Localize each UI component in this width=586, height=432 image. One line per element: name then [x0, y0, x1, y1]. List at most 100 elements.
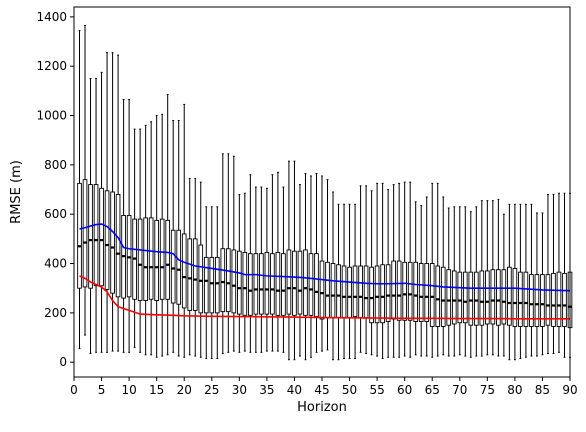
x-tick-label: 80 — [507, 383, 522, 397]
box-iqr — [203, 256, 209, 314]
box-35 — [264, 187, 270, 352]
box-iqr — [126, 214, 132, 298]
y-tick-label: 600 — [44, 207, 67, 221]
box-iqr — [297, 250, 303, 315]
box-18 — [170, 119, 176, 353]
box-iqr — [192, 238, 198, 311]
box-iqr — [385, 264, 391, 322]
box-iqr — [556, 271, 562, 327]
x-tick-label: 55 — [369, 383, 384, 397]
box-iqr — [165, 219, 171, 300]
box-78 — [501, 213, 507, 357]
box-iqr — [352, 265, 358, 318]
y-tick-label: 1400 — [36, 10, 67, 24]
box-37 — [275, 171, 281, 352]
y-tick-label: 1200 — [36, 59, 67, 73]
box-44 — [314, 173, 319, 353]
box-iqr — [479, 270, 485, 326]
x-tick-label: 10 — [121, 383, 136, 397]
box-59 — [396, 182, 402, 358]
box-85 — [540, 212, 545, 356]
box-81 — [518, 203, 523, 359]
box-15 — [154, 115, 159, 358]
x-tick-label: 25 — [204, 383, 219, 397]
box-iqr — [429, 263, 435, 327]
box-71 — [462, 206, 468, 357]
box-iqr — [170, 229, 176, 304]
box-45 — [319, 175, 325, 352]
box-iqr — [451, 270, 457, 325]
box-6 — [104, 52, 110, 353]
box-21 — [187, 177, 193, 356]
box-68 — [446, 207, 452, 357]
box-16 — [159, 113, 165, 357]
box-63 — [418, 205, 424, 357]
box-iqr — [424, 263, 430, 322]
box-74 — [479, 200, 485, 357]
box-iqr — [231, 249, 237, 314]
blue-line-series — [79, 223, 571, 292]
box-iqr — [248, 253, 253, 316]
box-iqr — [275, 251, 281, 316]
box-19 — [176, 119, 182, 357]
box-iqr — [518, 271, 523, 327]
box-iqr — [154, 219, 159, 301]
y-tick-label: 200 — [44, 306, 67, 320]
box-28 — [225, 153, 231, 353]
box-iqr — [341, 265, 347, 319]
box-iqr — [490, 269, 496, 325]
box-iqr — [529, 274, 534, 327]
box-17 — [165, 94, 171, 356]
box-iqr — [319, 260, 325, 320]
box-iqr — [176, 229, 182, 305]
box-56 — [380, 182, 385, 359]
box-79 — [507, 203, 512, 361]
box-86 — [545, 193, 551, 355]
box-1 — [77, 29, 82, 350]
box-iqr — [220, 248, 226, 313]
box-iqr — [418, 263, 424, 322]
box-42 — [303, 173, 308, 361]
box-iqr — [286, 249, 292, 315]
box-iqr — [115, 194, 121, 298]
x-tick-label: 40 — [287, 383, 302, 397]
box-41 — [297, 184, 303, 357]
box-61 — [407, 181, 413, 358]
box-iqr — [104, 190, 110, 290]
box-60 — [402, 181, 407, 357]
box-32 — [248, 174, 253, 353]
x-tick-label: 85 — [535, 383, 550, 397]
box-52 — [358, 185, 363, 353]
box-iqr — [551, 272, 556, 327]
box-iqr — [336, 264, 341, 319]
box-iqr — [237, 250, 242, 315]
box-iqr — [391, 260, 396, 320]
box-72 — [468, 211, 474, 358]
y-tick-label: 0 — [59, 355, 67, 369]
box-iqr — [110, 191, 115, 294]
box-24 — [203, 206, 209, 359]
box-13 — [143, 124, 148, 356]
box-40 — [292, 160, 297, 361]
box-iqr — [496, 269, 501, 326]
box-iqr — [88, 184, 93, 289]
box-iqr — [485, 270, 490, 325]
box-iqr — [358, 265, 363, 319]
box-20 — [181, 103, 187, 358]
box-62 — [413, 201, 419, 356]
box-65 — [429, 182, 435, 358]
box-iqr — [402, 261, 407, 321]
box-39 — [286, 160, 292, 361]
box-10 — [126, 99, 132, 353]
box-iqr — [225, 248, 231, 313]
box-84 — [534, 212, 540, 357]
box-iqr — [501, 269, 507, 325]
box-iqr — [523, 271, 529, 327]
box-iqr — [314, 253, 319, 318]
box-iqr — [540, 274, 545, 327]
box-iqr — [507, 266, 512, 326]
box-iqr — [325, 261, 330, 319]
box-iqr — [143, 217, 148, 301]
x-tick-label: 75 — [480, 383, 495, 397]
